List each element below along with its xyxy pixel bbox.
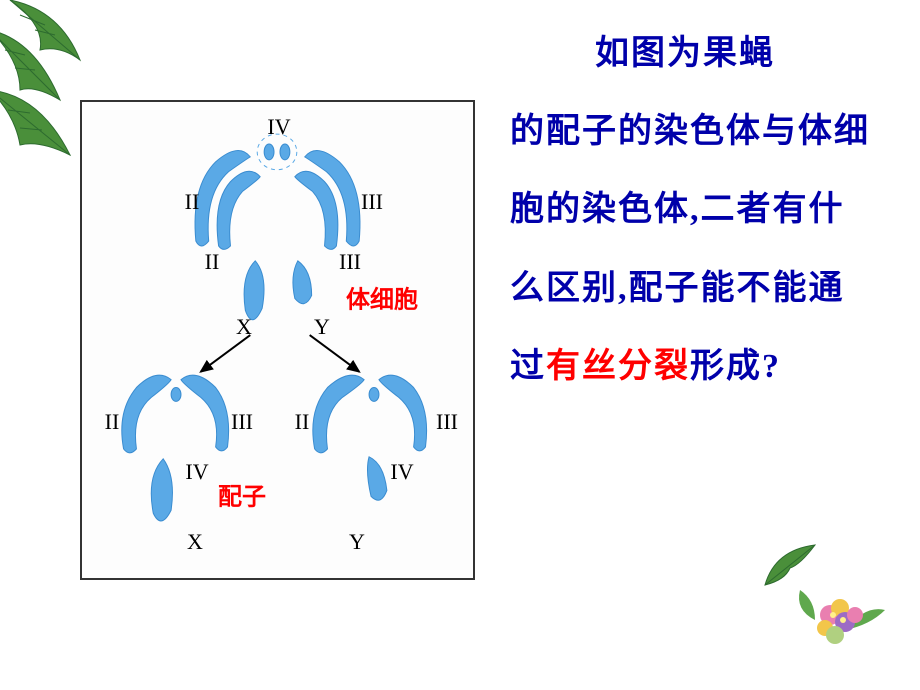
label-g1-III: III — [231, 409, 253, 435]
label-mid-II-L: II — [205, 249, 220, 275]
decor-flowers-bottom-right — [785, 560, 895, 670]
anno-gamete: 配子 — [218, 477, 266, 512]
label-Y: Y — [314, 314, 330, 340]
label-g1-X: X — [187, 529, 203, 555]
label-g2-III: III — [436, 409, 458, 435]
chromosome-diagram: IV II III II III X Y II III IV X II III … — [80, 100, 475, 580]
label-g1-IV: IV — [185, 459, 208, 485]
label-g2-II: II — [295, 409, 310, 435]
label-top-III-R: III — [361, 189, 383, 215]
label-mid-III-R: III — [339, 249, 361, 275]
gamete-x — [122, 375, 229, 521]
anno-somatic: 体细胞 — [346, 280, 418, 315]
label-top-II-L: II — [185, 189, 200, 215]
label-g2-IV: IV — [390, 459, 413, 485]
question-text: 如图为果蝇的配子的染色体与体细胞的染色体,二者有什么区别,配子能不能通过有丝分裂… — [510, 15, 880, 406]
question-highlight: 有丝分裂 — [546, 348, 690, 385]
question-line2: 的配子的染色体与体细胞的染色体,二者有什么区别,配子能不能通过 — [510, 113, 870, 385]
arrow-right — [310, 335, 359, 372]
label-top-IV: IV — [267, 114, 290, 140]
arrow-left — [201, 335, 250, 372]
label-g2-Y: Y — [349, 529, 365, 555]
decor-leaf-mid — [760, 540, 820, 590]
label-g1-II: II — [105, 409, 120, 435]
label-X: X — [236, 314, 252, 340]
chromosome-svg — [82, 102, 473, 578]
question-line1: 如图为果蝇 — [510, 15, 880, 93]
somatic-cell — [195, 144, 360, 320]
question-line3: 形成? — [690, 348, 781, 385]
